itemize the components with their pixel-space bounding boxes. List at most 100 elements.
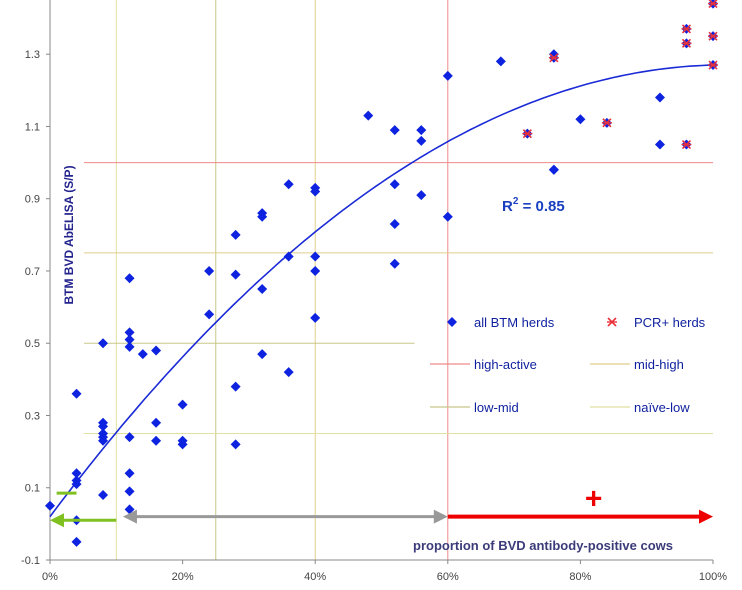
pcr-point-1 — [548, 53, 559, 63]
herd-point-26 — [177, 399, 188, 410]
pcr-point-0 — [522, 129, 533, 139]
herd-point-22 — [137, 349, 148, 360]
axes — [46, 0, 714, 564]
herd-point-30 — [204, 309, 215, 320]
y-tick-label-1: 0.1 — [25, 483, 40, 495]
herd-point-6 — [71, 536, 82, 547]
herd-point-50 — [389, 219, 400, 229]
tick-labels: -0.1 0.1 0.3 0.5 0.7 0.9 1.1 1.3 0% 20% 40% 60% 80% 1… — [21, 49, 727, 583]
herd-point-29 — [204, 265, 215, 276]
herd-point-40 — [283, 251, 294, 262]
herd-point-33 — [230, 381, 241, 392]
herd-point-14 — [124, 273, 135, 284]
herd-point-47 — [363, 110, 374, 121]
x-tick-label-0: 0% — [42, 571, 58, 583]
herd-point-34 — [230, 439, 241, 450]
x-tick-label-3: 60% — [437, 571, 459, 583]
x-axis-label: proportion of BVD antibody-positive cows — [413, 538, 673, 553]
y-tick-label-2: 0.3 — [25, 410, 40, 422]
herd-point-49 — [389, 179, 400, 190]
herd-point-17 — [124, 341, 135, 352]
legend-label-4: low-mid — [474, 400, 519, 415]
gray-arrow-head-right — [433, 509, 448, 524]
legend-item-0: all BTM herds — [447, 315, 555, 330]
herd-point-62 — [548, 164, 559, 175]
pcr-point-5 — [681, 139, 692, 150]
herd-point-7 — [98, 338, 109, 349]
herd-point-24 — [151, 417, 162, 428]
herd-point-63 — [575, 114, 586, 125]
legend-label-1: PCR+ herds — [634, 315, 706, 330]
pcr-point-8 — [708, 60, 718, 70]
herd-point-0 — [45, 500, 55, 511]
x-tick-label-2: 40% — [304, 571, 326, 583]
plus-sign: + — [585, 483, 603, 516]
x-tick-label-5: 100% — [699, 571, 727, 583]
pcr-point-4 — [681, 38, 692, 48]
red-arrow-head — [699, 509, 713, 524]
y-tick-label-7: 1.3 — [25, 49, 40, 61]
herd-point-9 — [98, 421, 109, 432]
legend-label-3: mid-high — [634, 357, 684, 372]
pcr-point-2 — [601, 118, 612, 128]
herd-point-55 — [442, 70, 453, 81]
legend-label-2: high-active — [474, 357, 537, 372]
herd-point-65 — [654, 92, 665, 103]
herd-point-43 — [310, 186, 321, 197]
legend-item-5: naïve-low — [590, 400, 690, 415]
herd-point-23 — [151, 345, 162, 356]
herd-point-28 — [177, 439, 188, 450]
herd-point-52 — [416, 125, 427, 136]
r2-superscript: 2 — [513, 196, 519, 207]
herd-point-45 — [310, 265, 321, 276]
r2-base: R — [502, 198, 513, 215]
herd-point-4 — [71, 479, 82, 490]
herd-point-21 — [124, 504, 135, 515]
arrows — [50, 491, 713, 528]
herd-point-44 — [310, 251, 321, 262]
herd-point-15 — [124, 327, 135, 338]
herd-point-56 — [442, 211, 453, 222]
herd-point-20 — [124, 486, 135, 497]
x-tick-label-4: 80% — [569, 571, 591, 583]
herd-point-32 — [230, 269, 241, 280]
y-tick-label-5: 0.9 — [25, 194, 40, 206]
gray-arrow-head-left — [122, 509, 137, 524]
herd-point-16 — [124, 334, 135, 345]
reference-lines — [84, 0, 713, 560]
herd-point-25 — [151, 435, 162, 446]
herd-point-66 — [654, 139, 665, 150]
herd-point-48 — [389, 125, 400, 136]
trendline — [49, 64, 714, 518]
legend-label-5: naïve-low — [634, 400, 690, 415]
y-tick-label-4: 0.7 — [25, 266, 40, 278]
herd-point-13 — [98, 489, 109, 500]
r2-value: = 0.85 — [518, 198, 564, 215]
pcr-point-3 — [681, 24, 692, 34]
data-points — [45, 0, 718, 547]
herd-point-37 — [257, 284, 268, 295]
y-axis-label: BTM BVD AbELISA (S/P) — [62, 165, 76, 304]
legend-item-3: mid-high — [590, 357, 684, 372]
herd-point-18 — [124, 432, 135, 443]
herd-point-54 — [416, 190, 427, 201]
herd-point-19 — [124, 468, 135, 479]
legend-diamond — [447, 317, 457, 327]
x-tick-label-1: 20% — [172, 571, 194, 583]
herd-point-2 — [71, 468, 82, 479]
legend-item-1: PCR+ herds — [607, 315, 706, 330]
herd-point-1 — [71, 388, 82, 399]
herd-point-12 — [98, 435, 109, 446]
herd-point-53 — [416, 135, 427, 146]
y-tick-label-0: -0.1 — [21, 555, 40, 567]
herd-point-41 — [283, 367, 294, 378]
herd-point-57 — [495, 56, 506, 67]
herd-point-46 — [310, 312, 321, 323]
y-tick-label-6: 1.1 — [25, 121, 40, 133]
legend-item-2: high-active — [430, 357, 537, 372]
pcr-point-6 — [708, 0, 718, 9]
herd-point-31 — [230, 229, 241, 240]
legend: all BTM herds PCR+ herds high-active mid-hi… — [430, 315, 706, 415]
y-tick-label-3: 0.5 — [25, 338, 40, 350]
